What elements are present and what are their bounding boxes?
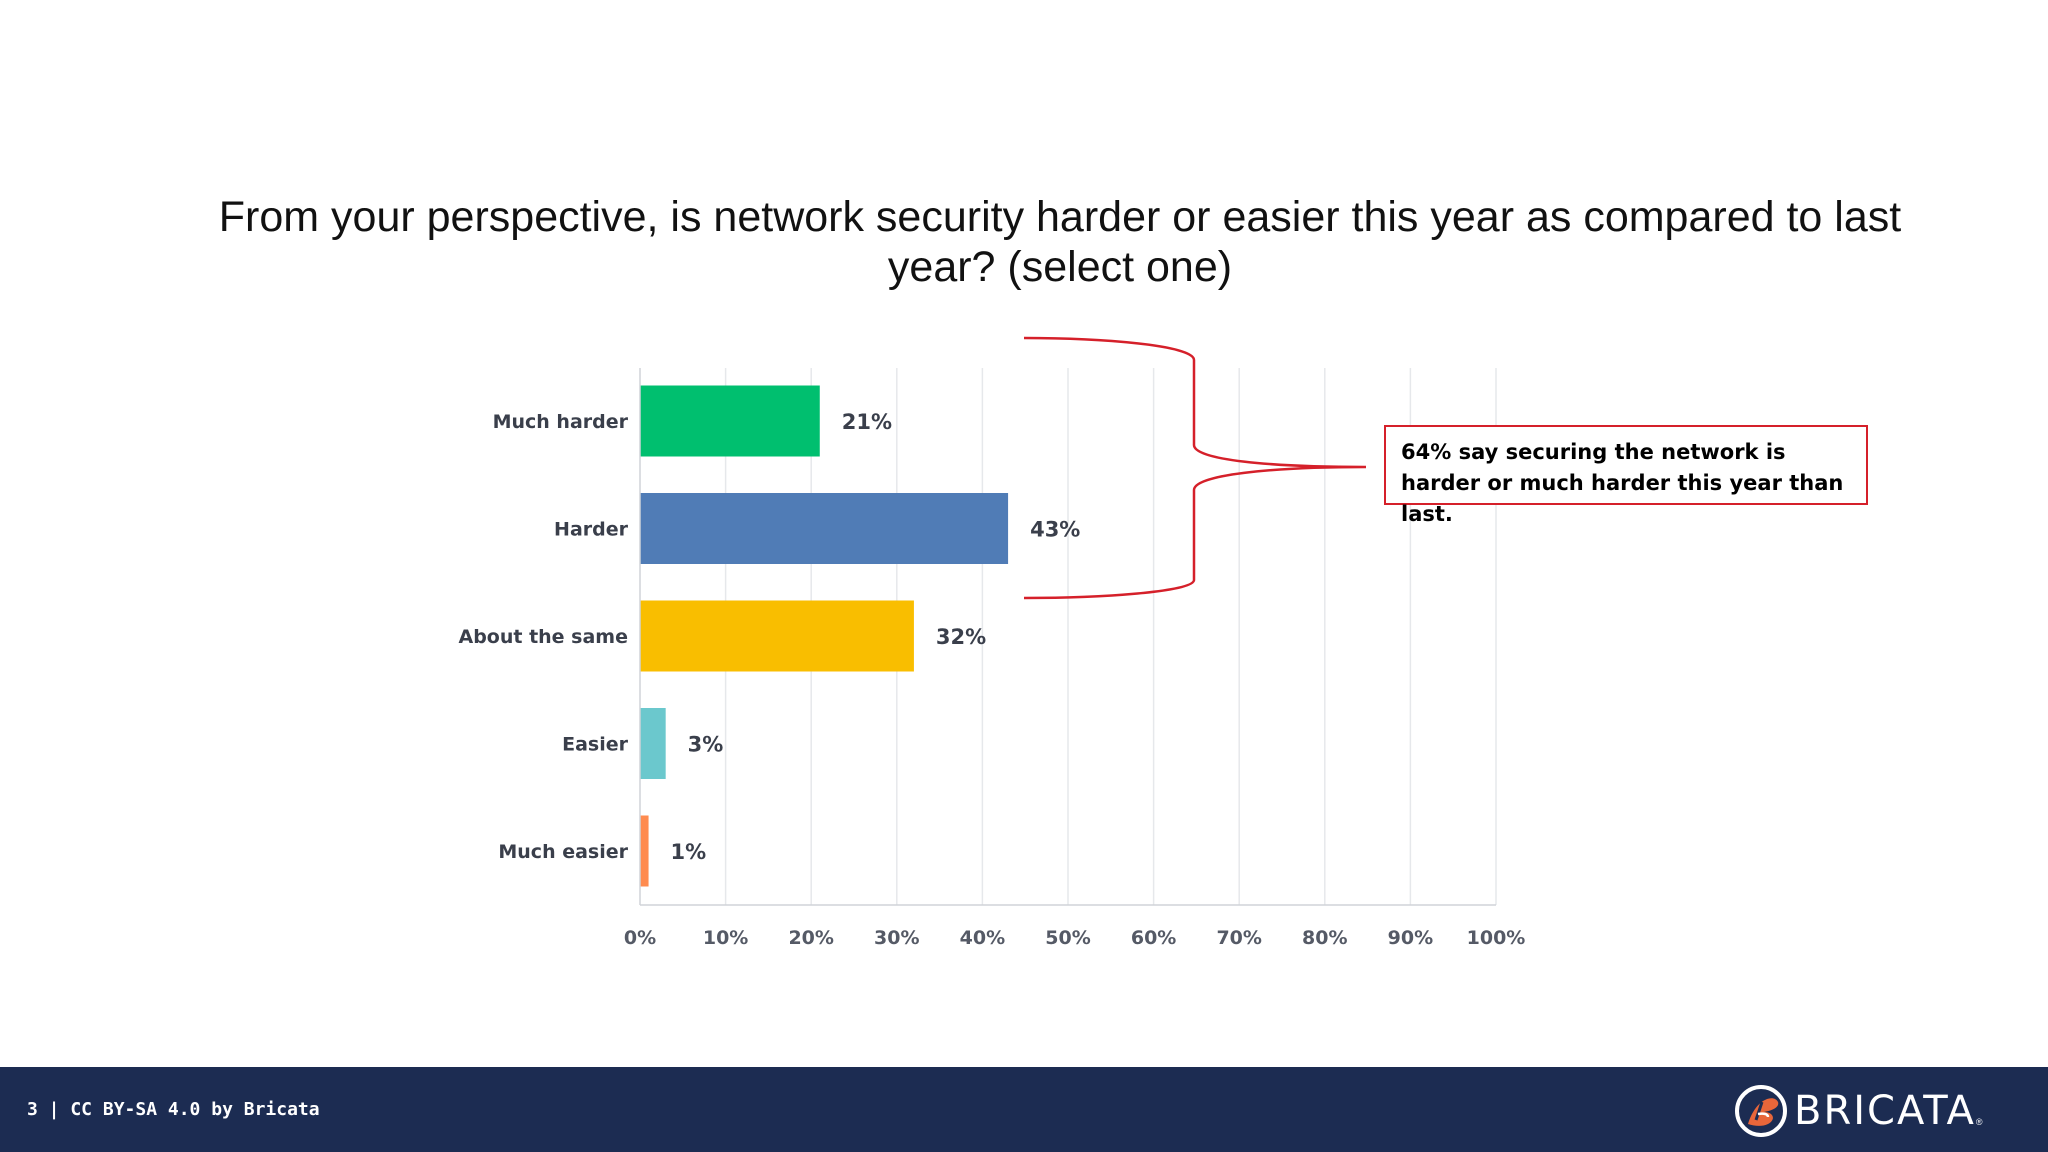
bar-much-harder: [640, 385, 820, 457]
x-tick-label: 20%: [788, 927, 833, 949]
bar-about-the-same: [640, 600, 914, 672]
data-labels: 21% 43% 32% 3% 1%: [671, 410, 1081, 864]
category-labels: Much harder Harder About the same Easier Muc…: [458, 411, 628, 863]
footer-bar: 3 | CC BY-SA 4.0 by Bricata BRICATA ®: [0, 1067, 2048, 1152]
annotation-callout: 64% say securing the network is harder o…: [1384, 425, 1868, 526]
data-label: 43%: [1030, 518, 1080, 542]
category-label: Much easier: [498, 841, 628, 863]
x-tick-label: 50%: [1045, 927, 1090, 949]
logo-wordmark: BRICATA: [1794, 1088, 1976, 1134]
bar-easier: [640, 708, 666, 779]
category-label: Harder: [554, 519, 629, 541]
category-label: About the same: [458, 626, 628, 648]
x-tick-label: 90%: [1388, 927, 1433, 949]
x-tick-label: 70%: [1216, 927, 1261, 949]
bars: [640, 385, 1009, 887]
x-tick-label: 40%: [960, 927, 1005, 949]
bricata-logo: BRICATA ®: [1734, 1085, 1983, 1137]
x-tick-label: 80%: [1302, 927, 1347, 949]
x-tick-label: 30%: [874, 927, 919, 949]
x-tick-label: 100%: [1467, 927, 1526, 949]
data-label: 1%: [671, 840, 707, 864]
bar-chart: Much harder Harder About the same Easier Muc…: [458, 336, 1525, 949]
chart-title: From your perspective, is network securi…: [218, 193, 1902, 291]
category-label: Easier: [562, 734, 629, 756]
annotation-brace: [1023, 336, 1367, 600]
bar-harder: [640, 493, 1009, 564]
bar-much-easier: [640, 815, 649, 887]
x-tick-label: 0%: [624, 927, 656, 949]
category-label: Much harder: [493, 411, 629, 433]
footer-credit: 3 | CC BY-SA 4.0 by Bricata: [27, 1099, 320, 1120]
data-label: 3%: [688, 733, 724, 757]
data-label: 21%: [842, 410, 892, 434]
bricata-b-logo-icon: [1735, 1085, 1787, 1137]
x-tick-label: 60%: [1131, 927, 1176, 949]
x-tick-label: 10%: [703, 927, 748, 949]
logo-registered-mark: ®: [1975, 1117, 1983, 1127]
data-label: 32%: [936, 625, 986, 649]
x-axis-tick-labels: 0% 10% 20% 30% 40% 50% 60% 70% 80% 90% 100%: [624, 927, 1525, 949]
